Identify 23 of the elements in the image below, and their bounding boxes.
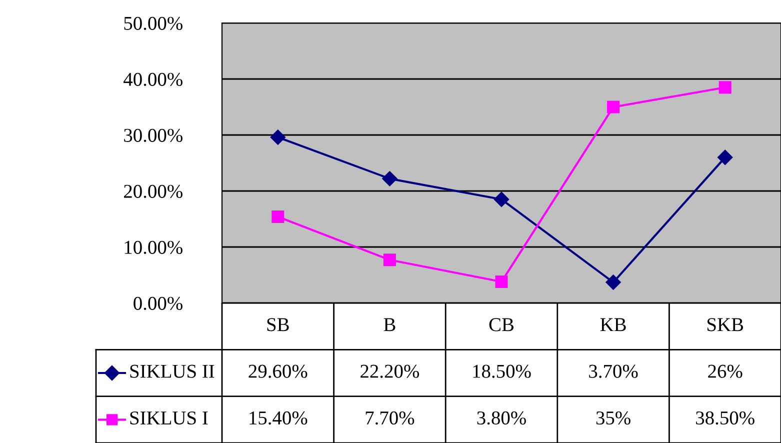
x-tick-label: SKB bbox=[707, 318, 744, 332]
x-tick-label: KB bbox=[600, 318, 626, 332]
x-tick-label: SB bbox=[267, 318, 289, 332]
y-tick-label: 0.00% bbox=[134, 296, 182, 310]
data-label: 38.50% bbox=[696, 411, 754, 425]
data-label: 26% bbox=[708, 364, 742, 378]
y-tick-label: 20.00% bbox=[124, 184, 182, 198]
legend-label: SIKLUS II bbox=[130, 364, 214, 378]
y-tick-label: 40.00% bbox=[124, 72, 182, 86]
x-tick-label: B bbox=[384, 318, 396, 332]
x-tick-label: CB bbox=[489, 318, 514, 332]
data-label: 3.80% bbox=[477, 411, 526, 425]
legend-label: SIKLUS I bbox=[130, 411, 208, 425]
data-label: 3.70% bbox=[589, 364, 638, 378]
data-label: 7.70% bbox=[366, 411, 414, 425]
y-tick-label: 30.00% bbox=[124, 128, 182, 142]
data-label: 18.50% bbox=[473, 364, 531, 378]
y-tick-label: 50.00% bbox=[124, 16, 182, 30]
data-label: 22.20% bbox=[360, 364, 420, 378]
y-tick-label: 10.00% bbox=[124, 240, 182, 254]
data-label: 35% bbox=[596, 411, 630, 425]
data-label: 29.60% bbox=[248, 364, 308, 378]
data-label: 15.40% bbox=[250, 411, 308, 425]
